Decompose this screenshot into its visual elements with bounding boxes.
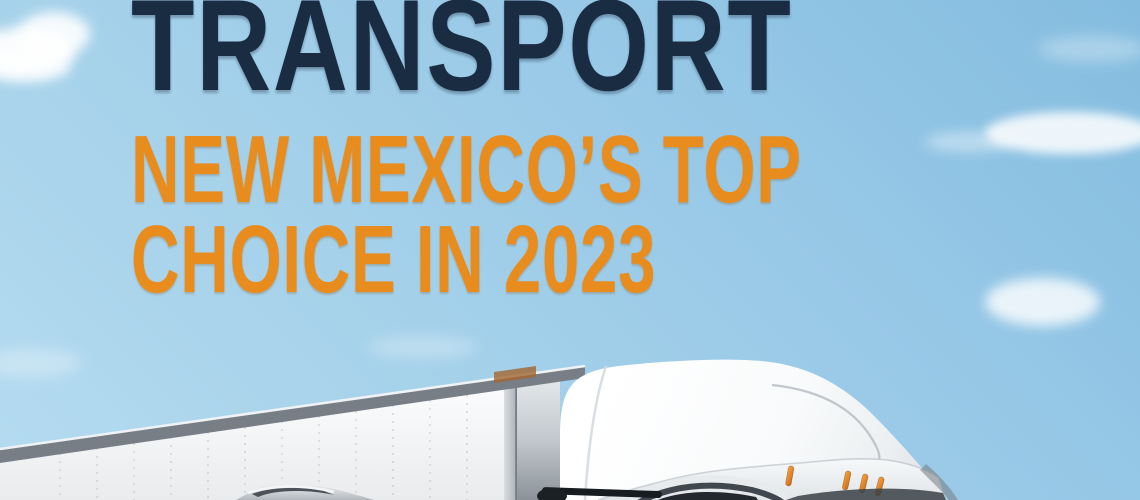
cab-bottom-shadow bbox=[786, 488, 946, 500]
cloud bbox=[985, 112, 1140, 154]
cloud bbox=[985, 278, 1100, 326]
trailer-box bbox=[0, 384, 516, 500]
subtitle-line-2: CHOICE IN 2023 bbox=[131, 206, 657, 313]
cloud bbox=[1038, 36, 1140, 62]
subtitle-line-1: NEW MEXICO’S TOP bbox=[131, 116, 802, 223]
trailer-corner-rust bbox=[494, 366, 536, 383]
cloud bbox=[0, 348, 82, 378]
trailer-top-rail-highlight bbox=[0, 364, 586, 451]
side-mirror bbox=[537, 487, 662, 500]
foreground-vehicle bbox=[236, 483, 374, 500]
cab-right-edge bbox=[920, 464, 958, 500]
windshield-trim-shadow bbox=[637, 482, 785, 500]
windshield-glass bbox=[658, 491, 758, 500]
cloud bbox=[368, 336, 478, 358]
marker-lights bbox=[785, 465, 885, 497]
headline-transport: TRANSPORT bbox=[131, 0, 793, 118]
cab-back-gap bbox=[517, 378, 560, 500]
cloud bbox=[18, 12, 90, 56]
windshield-trim bbox=[629, 475, 789, 500]
cloud bbox=[0, 52, 70, 82]
trailer-corner-shading bbox=[504, 384, 516, 500]
cloud bbox=[925, 132, 1015, 152]
fairing-left-seam bbox=[583, 365, 608, 500]
cab-band-ridge bbox=[597, 457, 939, 500]
trailer-top-rail bbox=[0, 366, 585, 463]
